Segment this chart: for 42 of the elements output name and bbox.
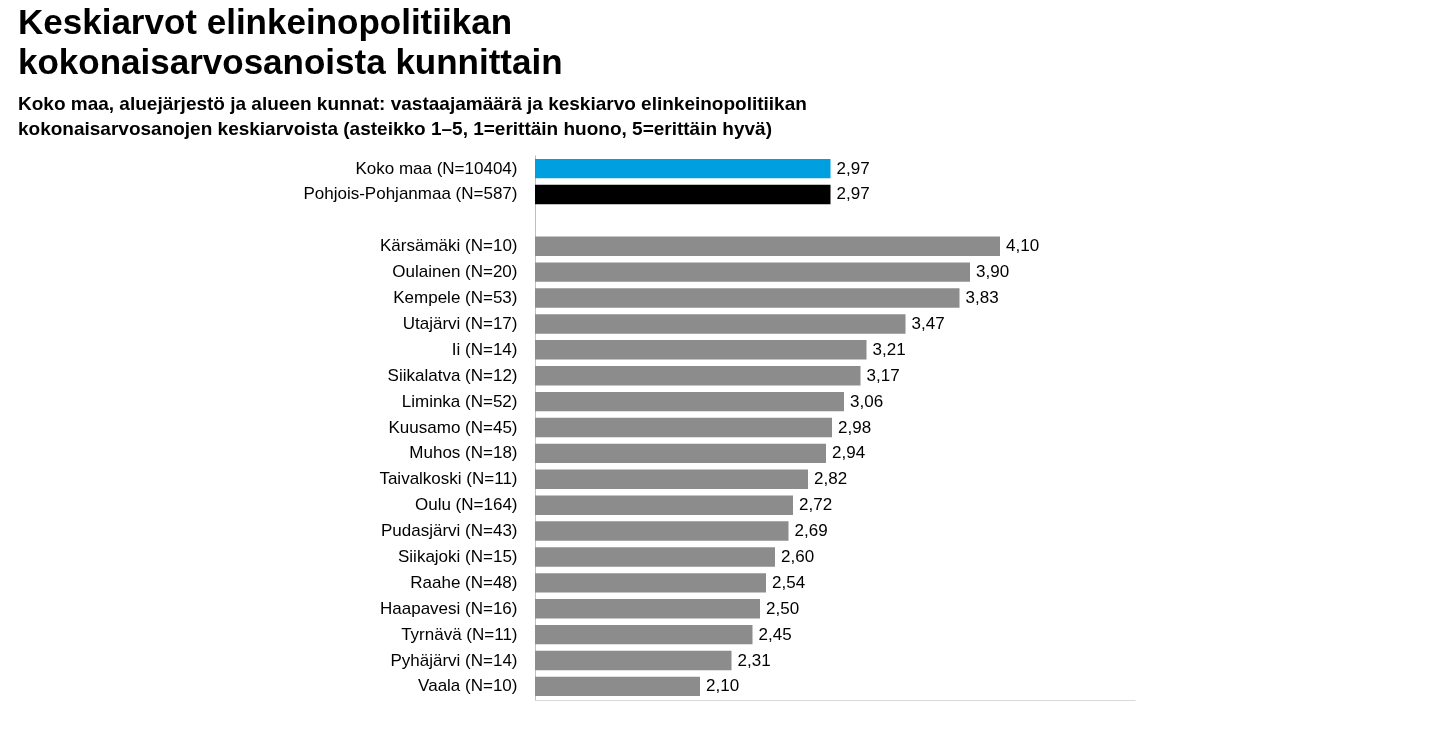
y-tick-label: Taivalkoski (N=11) (379, 469, 518, 489)
y-tick-label: Liminka (N=52) (401, 391, 518, 411)
data-label: 2,97 (836, 184, 870, 204)
y-tick-label: Ii (N=14) (451, 339, 518, 359)
data-label: 3,90 (976, 262, 1010, 282)
data-label: 2,72 (799, 495, 833, 515)
data-label: 3,17 (866, 365, 900, 385)
data-label: 2,69 (794, 521, 828, 541)
data-label: 2,50 (766, 598, 800, 618)
y-tick-label: Vaala (N=10) (418, 676, 518, 696)
y-tick-label: Tyrnävä (N=11) (401, 624, 518, 644)
y-tick-label: Koko maa (N=10404) (355, 158, 518, 178)
data-label: 2,31 (737, 650, 771, 670)
y-tick-label: Kärsämäki (N=10) (380, 236, 518, 256)
data-label: 2,45 (758, 624, 792, 644)
data-label: 2,82 (814, 469, 848, 489)
y-tick-label: Utajärvi (N=17) (402, 313, 518, 333)
chart-subtitle: Koko maa, aluejärjestö ja alueen kunnat: vastaajamäärä ja keskiarvo elinkeinopolitiikan kokonaisarvosanojen keskiarvoista (asteikko 1–5, 1=erittäin huono, 5=erittäin hyvä) (18, 93, 807, 139)
data-label: 2,10 (706, 676, 740, 696)
data-label: 2,98 (838, 417, 872, 437)
y-tick-label: Kempele (N=53) (393, 288, 518, 308)
data-label: 2,60 (781, 546, 815, 566)
data-label: 4,10 (1006, 236, 1040, 256)
y-tick-label: Oulainen (N=20) (392, 262, 518, 282)
data-label: 2,54 (772, 572, 806, 592)
y-tick-label: Kuusamo (N=45) (388, 417, 518, 437)
data-label: 2,94 (832, 443, 866, 463)
chart-title: Keskiarvot elinkeinopolitiikan kokonaisarvosanoista kunnittain (18, 2, 563, 81)
y-tick-label: Muhos (N=18) (409, 443, 518, 463)
y-tick-label: Siikajoki (N=15) (397, 546, 518, 566)
data-label: 3,83 (965, 288, 999, 308)
data-label: 2,97 (836, 158, 870, 178)
data-label: 3,47 (911, 313, 945, 333)
data-label: 3,06 (850, 391, 884, 411)
y-tick-label: Pohjois-Pohjanmaa (N=587) (303, 184, 518, 204)
y-tick-label: Pudasjärvi (N=43) (380, 521, 518, 541)
y-tick-label: Haapavesi (N=16) (380, 598, 518, 618)
y-tick-label: Raahe (N=48) (410, 572, 518, 592)
y-tick-label: Oulu (N=164) (414, 495, 518, 515)
y-tick-label: Siikalatva (N=12) (387, 365, 518, 385)
y-tick-label: Pyhäjärvi (N=14) (390, 650, 518, 670)
data-label: 3,21 (872, 339, 906, 359)
